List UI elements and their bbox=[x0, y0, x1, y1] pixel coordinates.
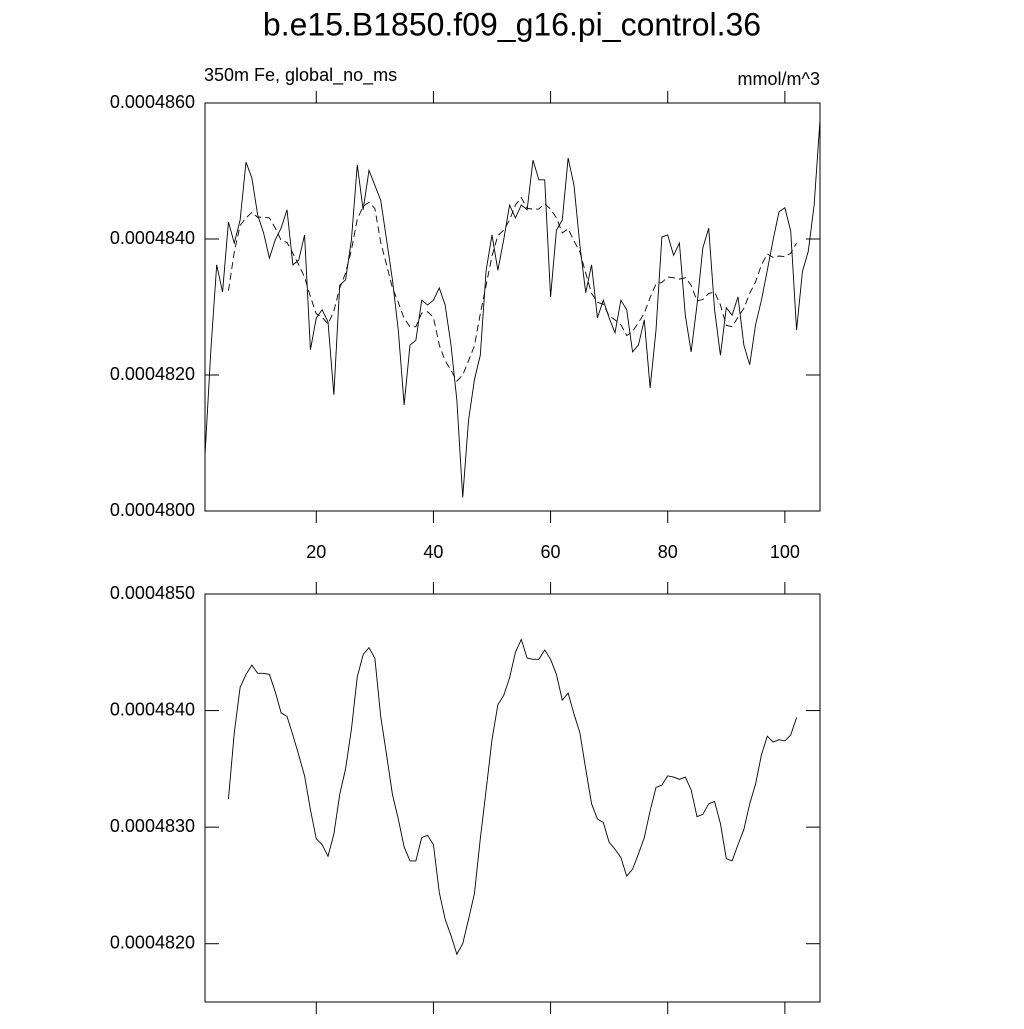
y-tick-label: 0.0004840 bbox=[110, 699, 195, 719]
y-tick-label: 0.0004820 bbox=[110, 364, 195, 384]
x-tick-label: 60 bbox=[541, 542, 561, 562]
chart-title: b.e15.B1850.f09_g16.pi_control.36 bbox=[263, 6, 761, 42]
x-tick-label: 40 bbox=[423, 542, 443, 562]
x-tick-label: 80 bbox=[658, 542, 678, 562]
plot-frame bbox=[204, 102, 821, 512]
x-tick-label: 20 bbox=[306, 542, 326, 562]
data-line bbox=[227, 196, 797, 382]
y-tick-label: 0.0004850 bbox=[110, 583, 195, 603]
y-tick-label: 0.0004800 bbox=[110, 500, 195, 520]
data-line bbox=[227, 638, 797, 956]
plot-frame bbox=[204, 593, 821, 1003]
y-tick-label: 0.0004830 bbox=[110, 816, 195, 836]
y-tick-label: 0.0004860 bbox=[110, 92, 195, 112]
data-line bbox=[204, 119, 821, 498]
subtitle: 350m Fe, global_no_ms bbox=[204, 65, 397, 86]
units-label: mmol/m^3 bbox=[738, 69, 820, 89]
y-tick-label: 0.0004820 bbox=[110, 932, 195, 952]
y-tick-label: 0.0004840 bbox=[110, 228, 195, 248]
x-tick-label: 100 bbox=[770, 542, 800, 562]
